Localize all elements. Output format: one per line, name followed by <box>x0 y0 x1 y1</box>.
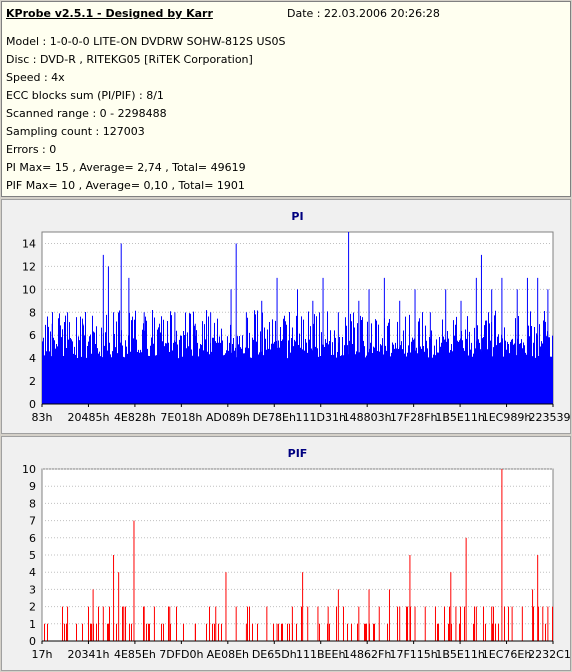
y-tick-label: 1 <box>29 618 36 631</box>
y-tick-label: 0 <box>29 635 36 648</box>
y-tick-label: 10 <box>22 283 36 296</box>
info-speed: Speed : 4x <box>6 71 65 84</box>
pi-chart-panel: PI 0 2 4 6 8 10 12 14 83h 20485h 4E828h 7E018h AD089h… <box>1 199 571 434</box>
x-tick-label: 7DFD0h <box>159 648 203 661</box>
info-model: Model : 1-0-0-0 LITE-ON DVDRW SOHW-812S … <box>6 35 286 48</box>
info-panel: KProbe v2.5.1 - Designed by Karr Date : … <box>1 1 571 197</box>
chart-title: PIF <box>288 447 308 460</box>
x-tick-label: AD089h <box>206 411 250 424</box>
x-tick-label: 4E828h <box>114 411 156 424</box>
x-tick-label: 14862Fh <box>343 648 391 661</box>
y-tick-label: 8 <box>29 306 36 319</box>
y-tick-label: 3 <box>29 583 36 596</box>
x-tick-label: 20485h <box>67 411 109 424</box>
info-sampling: Sampling count : 127003 <box>6 125 145 138</box>
y-tick-label: 2 <box>29 375 36 388</box>
y-tick-label: 2 <box>29 601 36 614</box>
x-tick-label: 223539h <box>529 411 570 424</box>
x-tick-label: 20341h <box>67 648 109 661</box>
info-disc: Disc : DVD-R , RITEKG05 [RiTEK Corporati… <box>6 53 253 66</box>
y-tick-label: 7 <box>29 515 36 528</box>
x-tick-label: DE78Eh <box>253 411 296 424</box>
x-tick-label: 17F115h <box>389 648 437 661</box>
x-tick-label: 1B5E11h <box>435 648 484 661</box>
info-pi: PI Max= 15 , Average= 2,74 , Total= 4961… <box>6 161 246 174</box>
y-tick-label: 5 <box>29 549 36 562</box>
info-errors: Errors : 0 <box>6 143 57 156</box>
y-tick-label: 12 <box>22 260 36 273</box>
pif-chart-panel: PIF 0 1 2 3 4 5 6 7 8 9 10 17h 20341h 4E85Eh 7DFD0h AE08… <box>1 436 571 671</box>
y-tick-label: 6 <box>29 532 36 545</box>
x-tick-label: 17F28Fh <box>390 411 438 424</box>
x-tick-label: 111D31h <box>296 411 346 424</box>
x-tick-label: 17h <box>32 648 53 661</box>
y-tick-label: 0 <box>29 398 36 411</box>
y-tick-label: 14 <box>22 237 36 250</box>
x-tick-label: 4E85Eh <box>114 648 156 661</box>
x-tick-label: DE65Dh <box>252 648 297 661</box>
info-pif: PIF Max= 10 , Average= 0,10 , Total= 190… <box>6 179 245 192</box>
info-range: Scanned range : 0 - 2298488 <box>6 107 167 120</box>
x-tick-label: 111BEEh <box>296 648 345 661</box>
scan-date: Date : 22.03.2006 20:26:28 <box>287 7 440 20</box>
x-tick-label: 1EC989h <box>482 411 532 424</box>
y-tick-label: 4 <box>29 352 36 365</box>
info-ecc: ECC blocks sum (PI/PIF) : 8/1 <box>6 89 164 102</box>
pif-chart: PIF 0 1 2 3 4 5 6 7 8 9 10 17h 20341h 4E85Eh 7DFD0h AE08… <box>22 447 570 661</box>
y-tick-label: 4 <box>29 566 36 579</box>
x-tick-label: 1EC76Eh <box>482 648 532 661</box>
x-tick-label: 2232C1h <box>528 648 570 661</box>
y-tick-label: 8 <box>29 497 36 510</box>
y-tick-label: 10 <box>22 463 36 476</box>
pi-chart: PI 0 2 4 6 8 10 12 14 83h 20485h 4E828h 7E018h AD089h… <box>22 210 570 424</box>
x-tick-label: 148803h <box>343 411 392 424</box>
x-tick-label: 83h <box>32 411 53 424</box>
app-title: KProbe v2.5.1 - Designed by Karr <box>6 7 213 20</box>
x-tick-label: AE08Eh <box>207 648 249 661</box>
y-tick-label: 6 <box>29 329 36 342</box>
series-bars <box>44 469 553 641</box>
x-tick-label: 1B5E11h <box>435 411 484 424</box>
y-tick-label: 9 <box>29 480 36 493</box>
x-tick-label: 7E018h <box>160 411 202 424</box>
chart-title: PI <box>291 210 303 223</box>
series-bars <box>42 232 553 404</box>
